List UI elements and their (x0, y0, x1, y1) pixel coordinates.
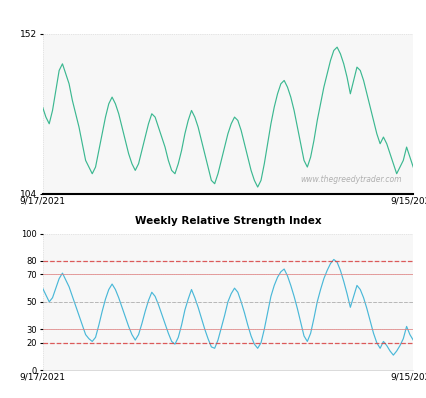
Text: KMB: Kimberly-Clark: KMB: Kimberly-Clark (11, 10, 166, 23)
Text: www.thegreedytrader.com: www.thegreedytrader.com (301, 175, 402, 184)
Text: Weekly Relative Strength Index: Weekly Relative Strength Index (135, 216, 321, 226)
